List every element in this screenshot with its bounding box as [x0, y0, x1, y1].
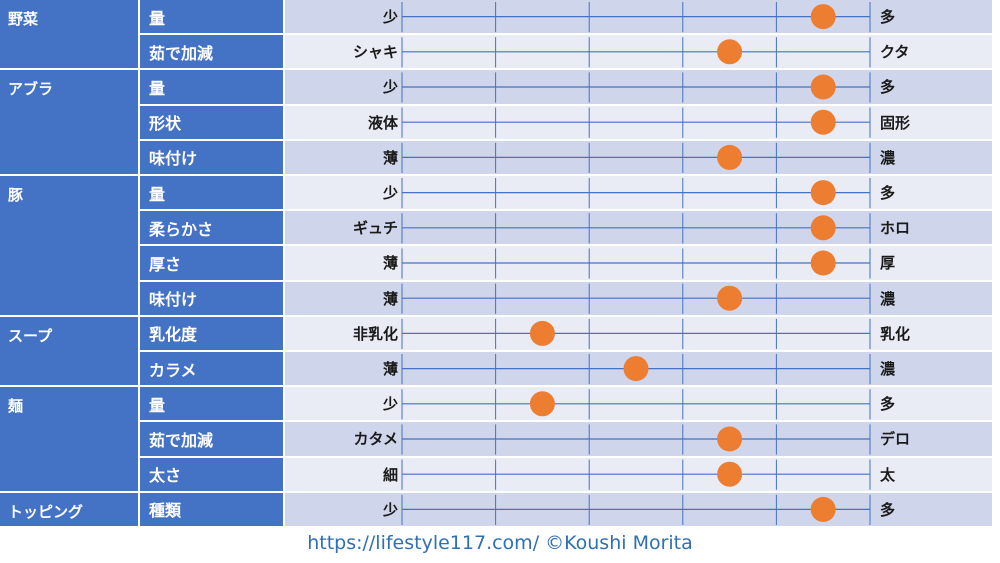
- scale-min-label: 非乳化: [352, 324, 398, 343]
- scale-row: [285, 211, 992, 247]
- scale-row: [285, 35, 992, 71]
- scale-min-label: 薄: [382, 148, 398, 167]
- scale-row: [285, 422, 992, 458]
- scale-row: [285, 176, 992, 212]
- scale-row: [285, 140, 992, 176]
- scale-max-label: 多: [880, 78, 896, 97]
- attribute-label: 味付け: [140, 140, 283, 176]
- category-cell: 麺: [0, 387, 138, 493]
- scale-row: [285, 316, 992, 352]
- scale-row: [285, 387, 992, 423]
- scale-max-label: 多: [880, 184, 896, 202]
- attribute-label: 量: [140, 387, 283, 423]
- attribute-label: 形状: [140, 105, 283, 141]
- scale-row: [285, 492, 992, 528]
- attribute-label: 茹で加減: [140, 35, 283, 71]
- scale-min-label: 少: [382, 8, 398, 26]
- scale-min-label: 少: [382, 500, 398, 519]
- scale-min-label: 薄: [382, 254, 398, 273]
- scale-min-label: 液体: [367, 113, 398, 132]
- category-cell: 豚: [0, 176, 138, 317]
- scale-max-label: 濃: [880, 148, 896, 167]
- scale-min-label: 少: [382, 395, 398, 414]
- attribute-label: 厚さ: [140, 246, 283, 282]
- ramen-taste-chart: 野菜量少多茹で加減 シャキ クタ アブラ量少多形状 液体 固形 味付け薄濃豚量少多柔らかさギ…: [0, 0, 992, 528]
- attribute-label: 太さ: [140, 457, 283, 493]
- scale-row: [285, 281, 992, 317]
- scale-row: [285, 246, 992, 282]
- attribute-label: カラメ: [140, 352, 283, 388]
- attribute-label: 乳化度: [140, 316, 283, 352]
- scale-min-label: 細: [382, 465, 398, 484]
- category-cell: 野菜: [0, 0, 138, 71]
- scale-max-label: 乳化: [880, 324, 911, 343]
- scale-min-label: 薄: [382, 289, 398, 308]
- scale-min-label: 薄: [382, 360, 398, 378]
- scale-row: [285, 457, 992, 493]
- scale-min-label: ギュチ: [352, 219, 398, 238]
- attribute-label: 柔らかさ: [140, 211, 283, 247]
- attribute-label: 味付け: [140, 281, 283, 317]
- scale-min-label: シャキ: [352, 43, 398, 62]
- scale-max-label: デロ: [880, 430, 911, 449]
- attribute-label: 茹で加減: [140, 422, 283, 458]
- attribute-label: 量: [140, 176, 283, 212]
- scale-row: [285, 105, 992, 141]
- scale-max-label: 固形: [880, 113, 911, 132]
- scale-max-label: 太: [880, 465, 896, 484]
- scale-max-label: 厚: [880, 254, 896, 273]
- scale-max-label: 多: [880, 500, 896, 519]
- scale-max-label: クタ: [880, 43, 910, 62]
- category-cell: アブラ: [0, 70, 138, 176]
- attribute-label: 量: [140, 70, 283, 106]
- scale-max-label: 多: [880, 395, 896, 414]
- scale-min-label: 少: [382, 78, 398, 97]
- scale-max-label: ホロ: [880, 219, 911, 238]
- attribute-label: 種類: [140, 492, 283, 528]
- category-cell: スープ: [0, 316, 138, 388]
- scale-row: [285, 70, 992, 106]
- scale-row: [285, 0, 992, 36]
- category-cell: トッピング: [0, 492, 138, 528]
- scale-max-label: 濃: [880, 289, 896, 308]
- attribute-label: 量: [140, 0, 283, 36]
- scale-min-label: 少: [382, 184, 398, 202]
- footer-credit[interactable]: https://lifestyle117.com/ ©Koushi Morita: [307, 532, 693, 554]
- scale-min-label: カタメ: [353, 430, 398, 449]
- scale-max-label: 多: [880, 8, 896, 26]
- scale-max-label: 濃: [880, 360, 896, 378]
